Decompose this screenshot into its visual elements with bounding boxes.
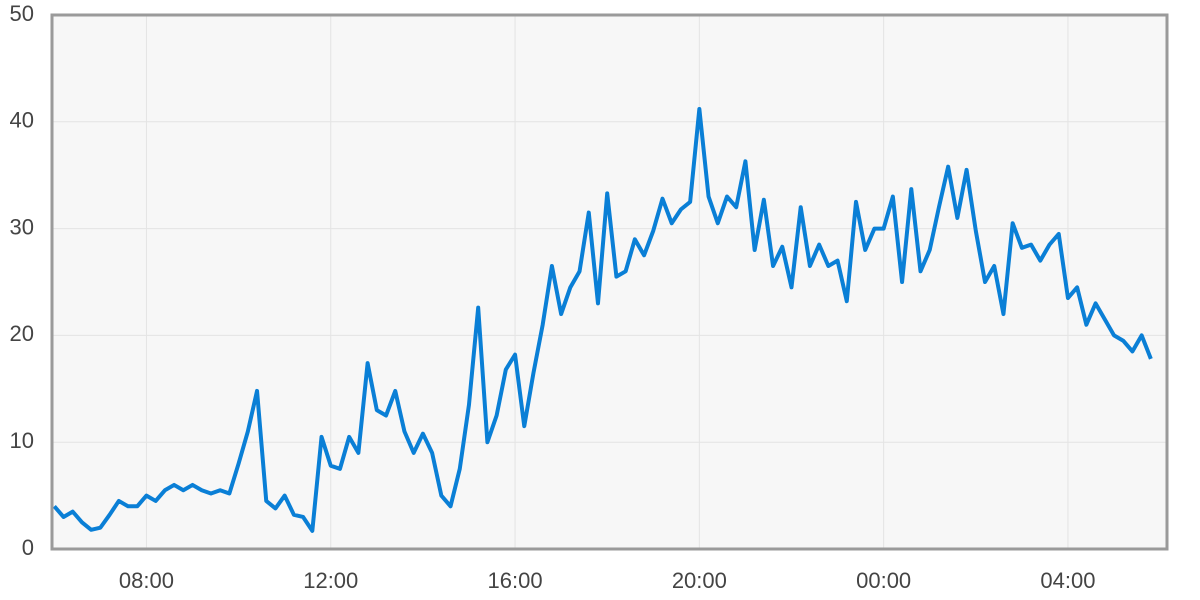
y-tick-label: 50 <box>10 1 34 26</box>
x-tick-label: 08:00 <box>119 568 174 593</box>
plot-border <box>50 13 1169 551</box>
x-tick-label: 16:00 <box>488 568 543 593</box>
x-tick-label: 20:00 <box>672 568 727 593</box>
y-tick-label: 10 <box>10 428 34 453</box>
marks <box>52 106 1153 533</box>
x-tick-label: 12:00 <box>303 568 358 593</box>
y-tick-label: 40 <box>10 108 34 133</box>
x-tick-label: 04:00 <box>1040 568 1095 593</box>
y-tick-label: 20 <box>10 321 34 346</box>
data-line <box>52 106 1153 533</box>
x-tick-label: 00:00 <box>856 568 911 593</box>
y-tick-label: 0 <box>22 535 34 560</box>
y-tick-label: 30 <box>10 214 34 239</box>
labels: 0 10 20 30 40 50 08:00 12:00 16:00 20:00 00:00 04:0… <box>10 1 1096 593</box>
plot-area <box>52 15 1167 549</box>
